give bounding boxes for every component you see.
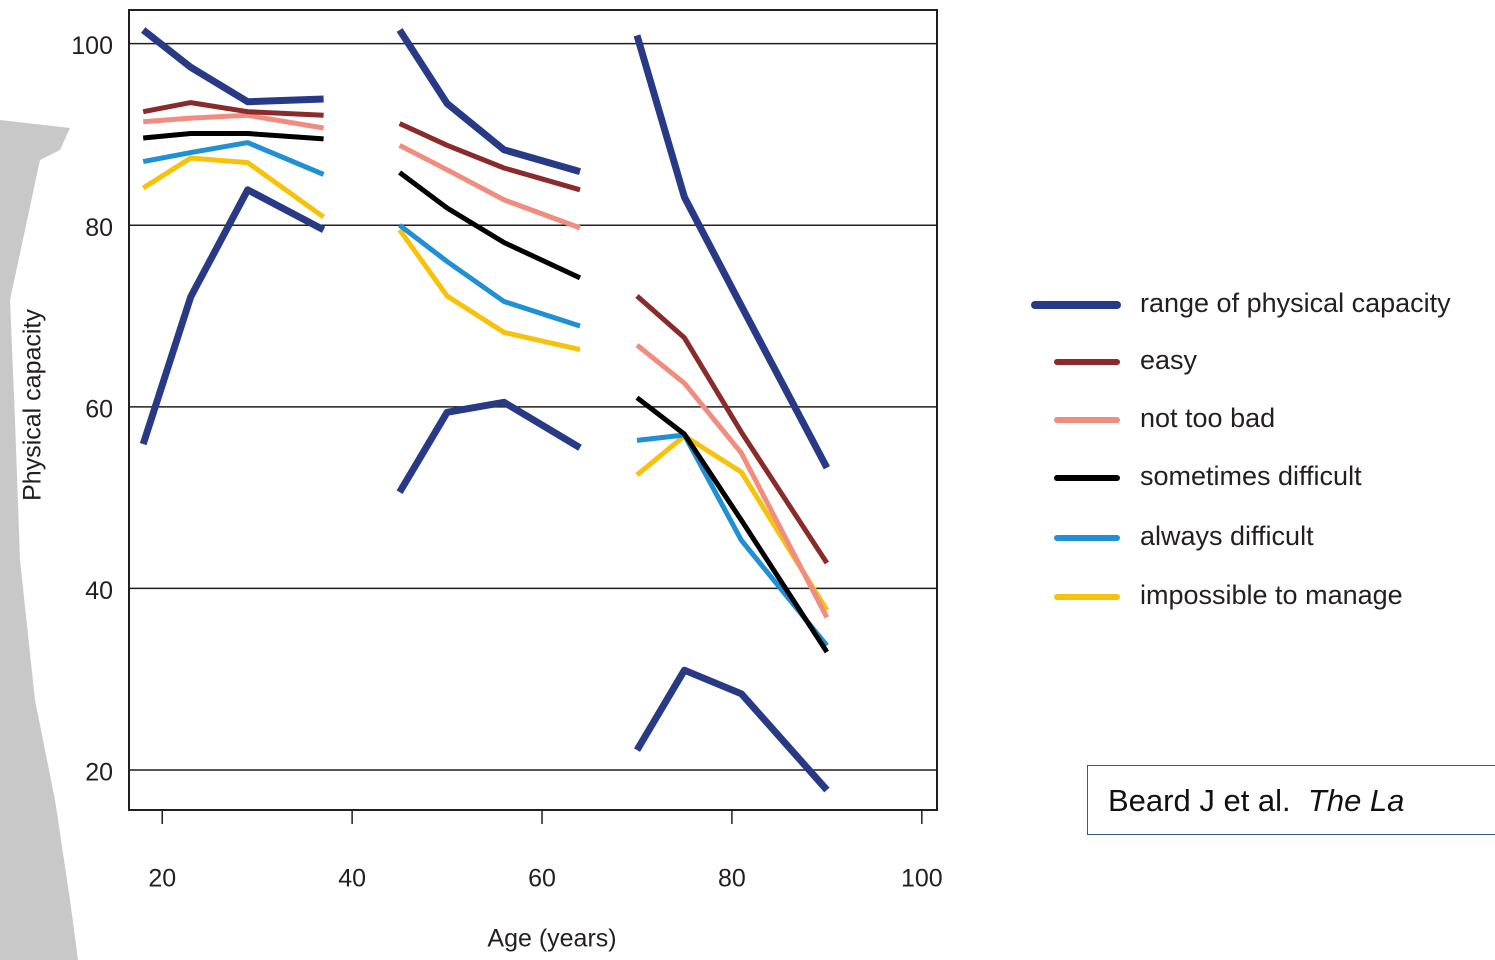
x-tick-label: 40 [338,865,366,893]
citation-authors: Beard J et al. [1108,783,1291,818]
plot-frame [128,9,938,811]
citation: Beard J et al. The La [1087,765,1495,835]
line [142,140,829,648]
line [141,27,830,470]
line [143,112,830,619]
legend-label: sometimes difficult [1140,461,1362,491]
line [142,100,829,565]
line [141,155,830,612]
y-tick-label: 20 [85,759,113,787]
x-tick-label: 20 [148,865,176,893]
x-tick-label: 60 [528,865,556,893]
y-tick-label: 80 [85,214,113,242]
x-tick-label: 100 [901,865,943,893]
x-tick-label: 80 [718,865,746,893]
legend-label: easy [1140,345,1198,375]
legend-label: not too bad [1140,403,1275,433]
y-tick-label: 60 [85,395,113,423]
x-axis-label: Age (years) [487,925,616,953]
legend-label: impossible to manage [1140,580,1403,610]
line [139,186,830,793]
decoration [0,120,78,960]
y-tick-label: 40 [85,577,113,605]
line [142,131,829,654]
y-axis-label: Physical capacity [19,309,47,501]
citation-journal: The La [1307,783,1405,818]
legend-label: range of physical capacity [1140,288,1451,318]
legend-label: always difficult [1140,521,1314,551]
y-tick-label: 100 [71,32,113,60]
